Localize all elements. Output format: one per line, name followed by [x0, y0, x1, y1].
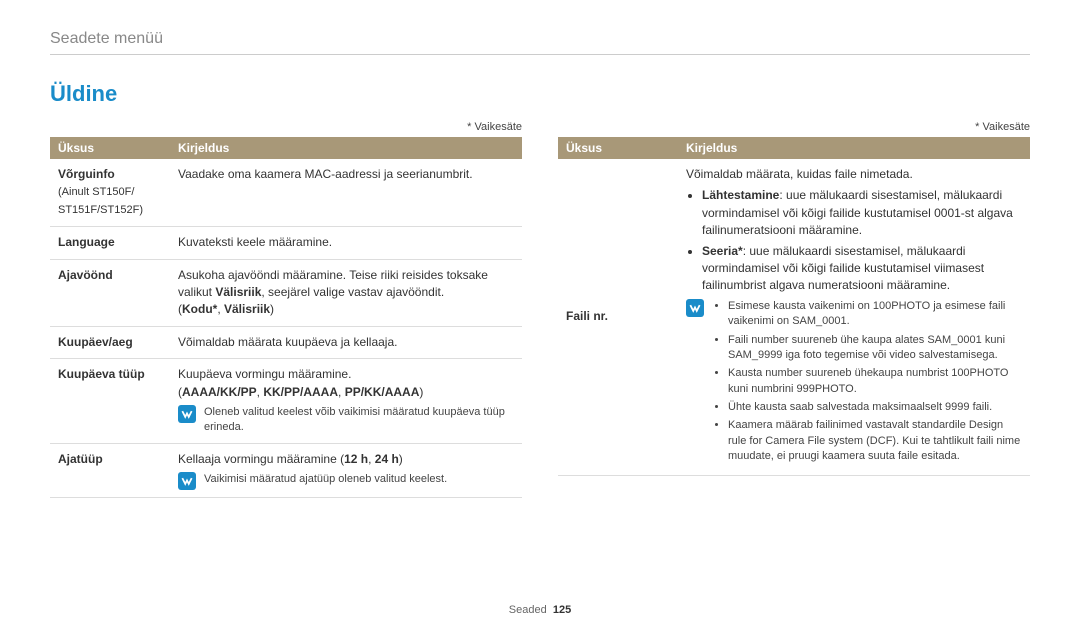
- item-label: Võrguinfo: [58, 167, 115, 181]
- note-icon: [178, 405, 196, 423]
- page-number: 125: [553, 604, 571, 616]
- item-label: Language: [50, 227, 170, 259]
- settings-table-left: Üksus Kirjeldus Võrguinfo (Ainult ST150F…: [50, 137, 522, 498]
- header-divider: [50, 54, 1030, 55]
- item-label: Kuupäev/aeg: [50, 326, 170, 358]
- item-desc: Vaadake oma kaamera MAC-aadressi ja seer…: [170, 159, 522, 227]
- section-title: Üldine: [50, 81, 1030, 107]
- item-label: Ajavöönd: [50, 259, 170, 326]
- default-note-right: * Vaikesäte: [558, 121, 1030, 133]
- footer-label: Seaded: [509, 604, 547, 616]
- table-row: Ajavöönd Asukoha ajavööndi määramine. Te…: [50, 259, 522, 326]
- item-label: Faili nr.: [558, 159, 678, 475]
- item-label: Ajatüüp: [50, 443, 170, 497]
- item-label: Kuupäeva tüüp: [50, 359, 170, 444]
- page-footer: Seaded 125: [0, 604, 1080, 616]
- table-row: Võrguinfo (Ainult ST150F/ ST151F/ST152F)…: [50, 159, 522, 227]
- note-list: Esimese kausta vaikenimi on 100PHOTO ja …: [712, 299, 1022, 468]
- note-icon: [686, 299, 704, 317]
- table-row: Kuupäev/aeg Võimaldab määrata kuupäeva j…: [50, 326, 522, 358]
- th-item: Üksus: [50, 137, 170, 159]
- item-desc: Võimaldab määrata kuupäeva ja kellaaja.: [170, 326, 522, 358]
- item-desc: Võimaldab määrata, kuidas faile nimetada…: [678, 159, 1030, 475]
- table-row: Ajatüüp Kellaaja vormingu määramine (12 …: [50, 443, 522, 497]
- item-desc: Kellaaja vormingu määramine (12 h, 24 h)…: [170, 443, 522, 497]
- default-note-left: * Vaikesäte: [50, 121, 522, 133]
- item-desc: Kuupäeva vormingu määramine. (AAAA/KK/PP…: [170, 359, 522, 444]
- note-text: Oleneb valitud keelest võib vaikimisi mä…: [204, 405, 514, 436]
- right-column: * Vaikesäte Üksus Kirjeldus Faili nr. Võ…: [558, 121, 1030, 498]
- item-subnote: (Ainult ST150F/ ST151F/ST152F): [58, 186, 143, 216]
- th-desc: Kirjeldus: [170, 137, 522, 159]
- th-desc: Kirjeldus: [678, 137, 1030, 159]
- item-desc: Kuvateksti keele määramine.: [170, 227, 522, 259]
- settings-table-right: Üksus Kirjeldus Faili nr. Võimaldab määr…: [558, 137, 1030, 476]
- note-text: Vaikimisi määratud ajatüüp oleneb valitu…: [204, 472, 447, 487]
- breadcrumb: Seadete menüü: [50, 30, 1030, 48]
- th-item: Üksus: [558, 137, 678, 159]
- table-row: Faili nr. Võimaldab määrata, kuidas fail…: [558, 159, 1030, 475]
- item-desc: Asukoha ajavööndi määramine. Teise riiki…: [170, 259, 522, 326]
- table-row: Kuupäeva tüüp Kuupäeva vormingu määramin…: [50, 359, 522, 444]
- left-column: * Vaikesäte Üksus Kirjeldus Võrguinfo (A…: [50, 121, 522, 498]
- note-icon: [178, 472, 196, 490]
- table-row: Language Kuvateksti keele määramine.: [50, 227, 522, 259]
